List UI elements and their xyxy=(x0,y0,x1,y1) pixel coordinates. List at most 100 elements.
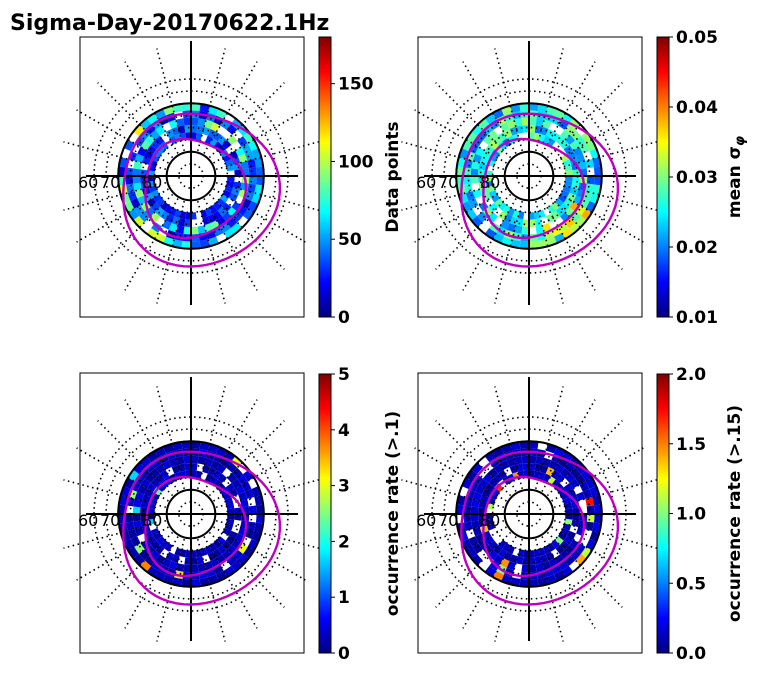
heatmap-cell xyxy=(485,518,494,526)
colorbar xyxy=(656,36,670,318)
heatmap-cell xyxy=(492,135,503,146)
heatmap-cell xyxy=(134,153,144,163)
panel-data-points: 60 70 80 0 50 100 150 Data points xyxy=(63,36,403,328)
heatmap-cell xyxy=(220,457,231,468)
heatmap-cell xyxy=(482,134,493,145)
heatmap-cell xyxy=(183,564,191,573)
heatmap-cell xyxy=(197,563,207,572)
heatmap-cell xyxy=(575,215,587,228)
heatmap-cell xyxy=(561,227,574,240)
heatmap-cell xyxy=(484,535,495,546)
heatmap-cell xyxy=(247,521,256,531)
heatmap-cell xyxy=(478,507,486,514)
heatmap-cell xyxy=(140,169,148,176)
heatmap-cell xyxy=(463,505,472,514)
heatmap-cell xyxy=(586,176,595,185)
heatmap-cell xyxy=(130,198,141,209)
heatmap-cell xyxy=(137,484,147,495)
heatmap-cell xyxy=(484,565,497,578)
solid-circles xyxy=(424,377,636,641)
colorbar-tick-label: 5 xyxy=(338,365,350,385)
heatmap-cell xyxy=(226,164,235,172)
heatmap-cell xyxy=(123,201,135,213)
heatmap-cell xyxy=(576,491,586,501)
heatmap-cell xyxy=(202,464,211,474)
heatmap-cell xyxy=(461,477,473,489)
heatmap-cell xyxy=(569,140,580,151)
heatmap-cell xyxy=(204,119,214,129)
heatmap-cell xyxy=(247,183,256,193)
heatmap-cell xyxy=(212,131,223,142)
heatmap-cell xyxy=(242,546,255,559)
heatmap-cell xyxy=(241,481,252,492)
heatmap-cell xyxy=(254,184,264,195)
heatmap-cell xyxy=(149,212,160,223)
heatmap-cell xyxy=(154,135,165,146)
heatmap-cell xyxy=(191,212,197,220)
heatmap-cell xyxy=(255,504,264,514)
heatmap-cell xyxy=(580,546,593,559)
heatmap-cell xyxy=(513,456,523,465)
heatmap-cell xyxy=(181,103,191,112)
heatmap-cell xyxy=(465,546,478,559)
heatmap-cell xyxy=(487,550,498,561)
heatmap-cell xyxy=(471,124,483,137)
heatmap-cell xyxy=(529,463,536,471)
colorbar-tick-label: 0.04 xyxy=(676,98,718,118)
heatmap-cell xyxy=(566,192,577,202)
heatmap-cell xyxy=(510,577,521,587)
heatmap-cell xyxy=(478,169,486,176)
heatmap-cell xyxy=(568,222,581,234)
heatmap-cell xyxy=(199,441,210,451)
heatmap-cell xyxy=(492,232,504,244)
heatmap-cell xyxy=(521,455,529,464)
heatmap-cell xyxy=(134,189,144,199)
heatmap-cell xyxy=(471,520,480,530)
oval-poleward xyxy=(482,137,586,240)
heatmap-cell xyxy=(533,132,541,141)
heatmap-cell xyxy=(127,546,140,559)
heatmap-cell xyxy=(563,482,574,493)
heatmap-cell xyxy=(529,470,535,478)
heatmap-cell xyxy=(569,478,580,489)
heatmap-cell xyxy=(134,527,144,537)
heatmap-cell xyxy=(560,550,571,561)
heatmap-cell xyxy=(537,103,548,113)
heatmap-cell xyxy=(478,478,489,489)
heatmap-cell xyxy=(521,226,529,235)
heatmap-cell xyxy=(475,146,485,157)
heatmap-cell xyxy=(247,139,259,151)
colorbar-tick-label: 3 xyxy=(338,477,350,497)
heatmap-cell xyxy=(147,518,156,526)
heatmap-cell xyxy=(228,530,239,540)
lat-label: 80 xyxy=(480,511,500,530)
heatmap-cell xyxy=(146,144,157,155)
heatmap-cell xyxy=(463,176,472,185)
colorbar-tick-label: 2 xyxy=(338,532,350,552)
lat-label: 80 xyxy=(480,173,500,192)
heatmap-cell xyxy=(472,474,483,485)
heatmap-cell xyxy=(540,464,549,474)
heatmap-cell xyxy=(179,211,187,220)
heatmap-cell xyxy=(499,122,510,132)
heatmap-cell xyxy=(242,131,255,144)
heatmap-cell xyxy=(519,103,529,112)
heatmap-cell xyxy=(231,478,242,489)
heatmap-cell xyxy=(555,473,566,484)
heatmap-cell xyxy=(554,232,566,244)
heatmap-cell xyxy=(165,128,175,139)
heatmap-cell xyxy=(207,466,217,477)
heatmap-cell xyxy=(521,117,529,126)
colorbar-tick-label: 1.5 xyxy=(676,435,706,455)
heatmap-cell xyxy=(127,529,138,540)
heatmap-cell xyxy=(502,204,511,214)
heatmap-cell xyxy=(221,540,232,551)
heatmap-cell xyxy=(485,176,493,182)
heatmap-cell xyxy=(181,441,191,450)
heatmap-cell xyxy=(146,535,157,546)
heatmap-cell xyxy=(164,542,173,552)
heatmap-cell xyxy=(191,226,199,235)
heatmap-cell xyxy=(242,469,255,482)
heatmap-cell xyxy=(247,201,259,213)
heatmap-cell xyxy=(127,191,138,202)
